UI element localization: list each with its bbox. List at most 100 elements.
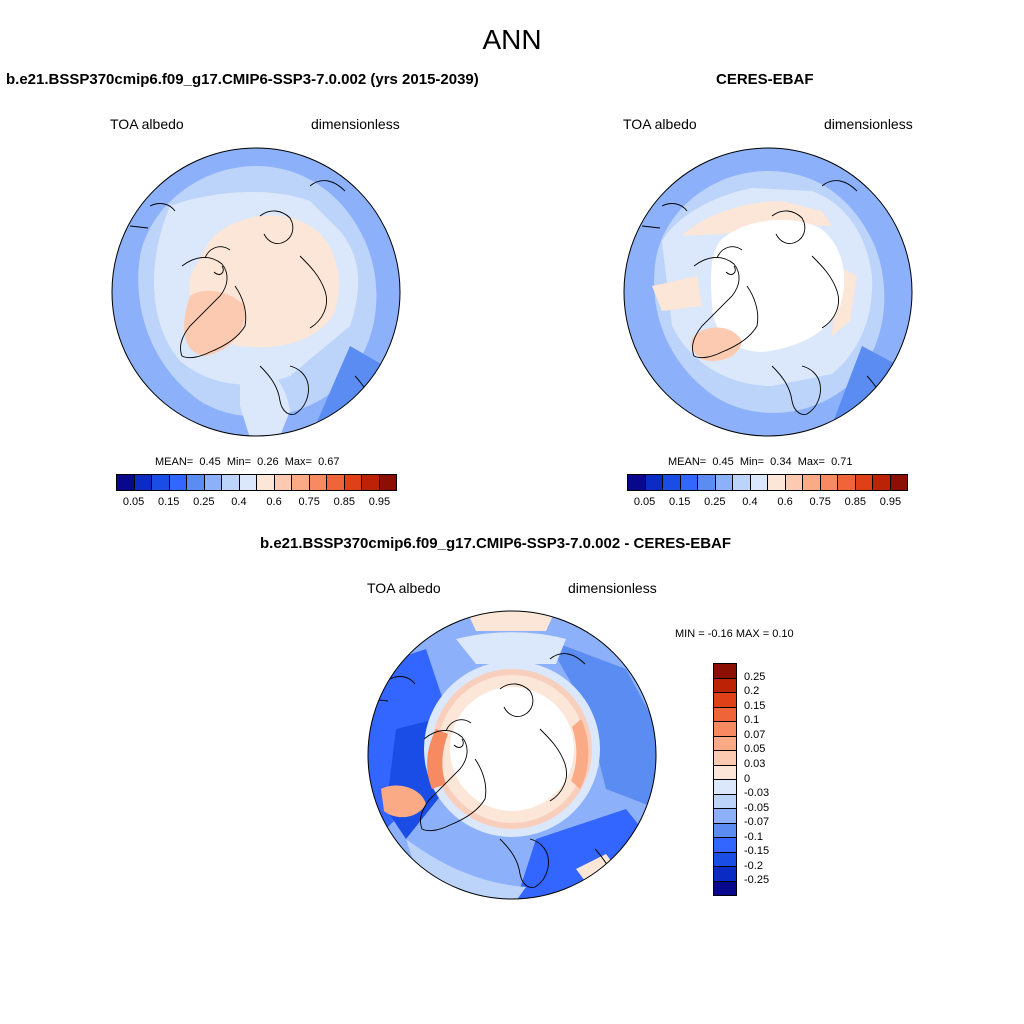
colorbar-swatch [187,475,205,490]
diff-units-label: dimensionless [568,580,657,596]
obs-variable-label: TOA albedo [623,116,697,132]
model-colorbar [116,474,397,491]
colorbar-swatch [663,475,681,490]
colorbar-tick-label: 0.4 [231,496,247,508]
colorbar-swatch [855,475,873,490]
obs-max-label: Max= [797,456,825,468]
diff-minmax: MIN = -0.16 MAX = 0.10 [675,628,794,640]
colorbar-swatch [117,475,135,490]
obs-mean-label: MEAN= [668,456,707,468]
colorbar-swatch [344,475,362,490]
colorbar-swatch [714,867,736,882]
obs-mean-value: 0.45 [712,456,734,468]
colorbar-swatch [714,794,736,809]
colorbar-swatch [714,765,736,780]
colorbar-tick-label: 0.05 [744,743,766,756]
model-variable-label: TOA albedo [110,116,184,132]
model-units-label: dimensionless [311,116,400,132]
colorbar-swatch [714,722,736,737]
colorbar-swatch [785,475,803,490]
colorbar-swatch [820,475,838,490]
colorbar-tick-label: -0.1 [744,830,763,843]
colorbar-tick-label: 0.25 [193,496,215,508]
colorbar-swatch [714,751,736,766]
colorbar-swatch [204,475,222,490]
colorbar-tick-label: 0.85 [333,496,356,508]
colorbar-tick-label: 0.25 [704,496,726,508]
obs-units-label: dimensionless [824,116,913,132]
colorbar-swatch [362,475,380,490]
colorbar-swatch [715,475,733,490]
model-max-value: 0.67 [318,456,340,468]
model-mean-value: 0.45 [199,456,221,468]
colorbar-swatch [714,693,736,708]
colorbar-tick-label: -0.05 [744,801,770,814]
obs-colorbar [627,474,908,491]
colorbar-swatch [873,475,891,490]
colorbar-swatch [274,475,292,490]
model-max-label: Max= [284,456,312,468]
colorbar-swatch [714,838,736,853]
colorbar-swatch [838,475,856,490]
obs-stats: MEAN= 0.45 Min= 0.34 Max= 0.71 [668,456,852,468]
colorbar-swatch [239,475,257,490]
colorbar-tick-label: -0.2 [744,859,763,872]
colorbar-swatch [714,823,736,838]
model-mean-label: MEAN= [155,456,194,468]
colorbar-tick-label: 0.03 [744,757,766,770]
obs-polar-map [623,147,913,437]
colorbar-swatch [714,736,736,751]
figure-title: ANN [482,24,542,55]
colorbar-tick-label: 0 [744,772,751,785]
colorbar-swatch [714,678,736,693]
colorbar-swatch [152,475,170,490]
colorbar-swatch [714,809,736,824]
colorbar-tick-label: 0.05 [633,496,656,508]
obs-min-label: Min= [739,456,765,468]
colorbar-tick-label: 0.85 [844,496,867,508]
diff-panel-title: b.e21.BSSP370cmip6.f09_g17.CMIP6-SSP3-7.… [260,535,732,552]
colorbar-swatch [134,475,152,490]
colorbar-tick-label: 0.2 [744,685,760,698]
model-polar-map [111,147,401,437]
colorbar-swatch [379,475,396,490]
colorbar-swatch [750,475,768,490]
colorbar-swatch [733,475,751,490]
colorbar-tick-label: 0.15 [157,496,180,508]
model-stats: MEAN= 0.45 Min= 0.26 Max= 0.67 [155,456,339,468]
colorbar-tick-label: 0.4 [742,496,758,508]
diff-colorbar [713,663,737,896]
colorbar-tick-label: 0.07 [744,728,766,741]
colorbar-swatch [714,881,736,895]
obs-panel-title: CERES-EBAF [716,71,814,88]
colorbar-swatch [714,852,736,867]
colorbar-tick-label: -0.03 [744,787,770,800]
colorbar-swatch [714,780,736,795]
colorbar-tick-label: 0.6 [266,496,282,508]
colorbar-tick-label: 0.05 [122,496,145,508]
colorbar-tick-label: 0.95 [368,496,391,508]
colorbar-tick-label: 0.25 [744,670,766,683]
colorbar-swatch [680,475,698,490]
obs-max-value: 0.71 [831,456,853,468]
obs-min-value: 0.34 [770,456,792,468]
colorbar-swatch [292,475,310,490]
model-min-label: Min= [226,456,252,468]
colorbar-tick-label: 0.95 [879,496,902,508]
colorbar-swatch [645,475,663,490]
colorbar-tick-label: 0.1 [744,714,760,727]
colorbar-tick-label: 0.15 [744,699,766,712]
colorbar-swatch [714,707,736,722]
colorbar-swatch [768,475,786,490]
diff-polar-map [367,610,657,900]
colorbar-tick-label: 0.15 [668,496,691,508]
model-panel-title: b.e21.BSSP370cmip6.f09_g17.CMIP6-SSP3-7.… [6,71,479,88]
colorbar-tick-label: 0.6 [777,496,793,508]
colorbar-swatch [803,475,821,490]
colorbar-tick-label: -0.15 [744,845,770,858]
colorbar-swatch [698,475,716,490]
colorbar-swatch [309,475,327,490]
colorbar-tick-label: 0.75 [298,496,320,508]
colorbar-swatch [222,475,240,490]
model-min-value: 0.26 [257,456,279,468]
